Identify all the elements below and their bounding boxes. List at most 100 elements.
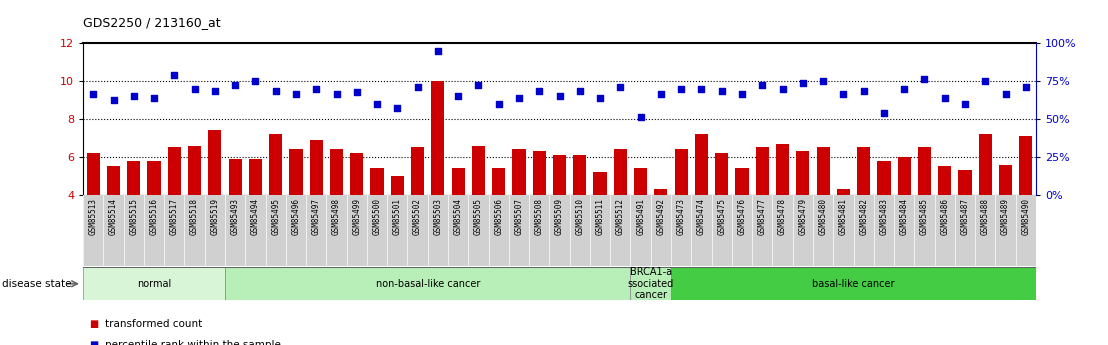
Bar <box>391 176 404 271</box>
Point <box>145 95 163 101</box>
Bar <box>269 134 283 271</box>
Text: GSM85491: GSM85491 <box>636 198 645 235</box>
Text: GSM85512: GSM85512 <box>616 198 625 235</box>
Text: GSM85493: GSM85493 <box>230 198 239 235</box>
Text: GSM85503: GSM85503 <box>433 198 442 235</box>
Text: GSM85490: GSM85490 <box>1022 198 1030 235</box>
Bar <box>330 149 343 271</box>
Point <box>450 93 468 99</box>
Text: GSM85499: GSM85499 <box>352 198 361 235</box>
Text: GSM85514: GSM85514 <box>109 198 119 235</box>
Bar <box>817 148 830 271</box>
Text: GSM85487: GSM85487 <box>961 198 970 235</box>
Point <box>368 101 386 107</box>
Text: GSM85476: GSM85476 <box>738 198 747 235</box>
Bar <box>188 146 202 271</box>
Point <box>773 86 791 91</box>
Bar <box>533 151 546 271</box>
Bar <box>167 148 181 271</box>
Point <box>510 95 527 101</box>
Point <box>206 88 224 93</box>
Text: GSM85483: GSM85483 <box>880 198 889 235</box>
Point <box>997 91 1015 97</box>
Point <box>632 115 649 120</box>
Point <box>104 97 122 103</box>
Point <box>267 88 285 93</box>
Point <box>307 86 325 91</box>
Bar <box>878 161 891 271</box>
Bar <box>776 144 789 271</box>
Point <box>247 78 265 84</box>
Text: GSM85507: GSM85507 <box>514 198 523 235</box>
Text: GSM85474: GSM85474 <box>697 198 706 235</box>
Text: GSM85498: GSM85498 <box>332 198 341 235</box>
Point <box>673 86 690 91</box>
Text: GSM85485: GSM85485 <box>920 198 929 235</box>
Point <box>976 78 994 84</box>
Text: GSM85509: GSM85509 <box>555 198 564 235</box>
Bar <box>289 149 302 271</box>
Bar <box>917 148 931 271</box>
Bar <box>350 153 363 271</box>
Text: GSM85500: GSM85500 <box>372 198 381 235</box>
Bar <box>614 149 627 271</box>
Text: basal-like cancer: basal-like cancer <box>812 279 895 289</box>
Text: GSM85519: GSM85519 <box>211 198 219 235</box>
Text: GSM85480: GSM85480 <box>819 198 828 235</box>
Text: GSM85475: GSM85475 <box>717 198 726 235</box>
Point <box>712 88 730 93</box>
Text: GSM85489: GSM85489 <box>1001 198 1010 235</box>
Point <box>936 95 954 101</box>
Point <box>490 101 507 107</box>
Point <box>753 82 771 88</box>
Bar <box>958 170 972 271</box>
Bar <box>999 165 1013 271</box>
Text: GSM85504: GSM85504 <box>453 198 463 235</box>
Text: GSM85488: GSM85488 <box>981 198 989 235</box>
Point <box>854 88 872 93</box>
Text: non-basal-like cancer: non-basal-like cancer <box>376 279 480 289</box>
Text: GSM85473: GSM85473 <box>677 198 686 235</box>
Bar <box>411 148 424 271</box>
Bar <box>452 168 464 271</box>
Point <box>409 84 427 90</box>
Bar <box>756 148 769 271</box>
Point <box>186 86 204 91</box>
Text: GSM85494: GSM85494 <box>250 198 260 235</box>
Bar <box>208 130 222 271</box>
Bar <box>431 81 444 271</box>
Point <box>875 110 893 116</box>
Point <box>692 86 710 91</box>
FancyBboxPatch shape <box>630 267 671 300</box>
Bar <box>309 140 322 271</box>
FancyBboxPatch shape <box>83 267 225 300</box>
Bar <box>512 149 525 271</box>
FancyBboxPatch shape <box>225 267 630 300</box>
Point <box>348 90 366 95</box>
Point <box>84 91 102 97</box>
Point <box>794 80 812 86</box>
Point <box>612 84 629 90</box>
Text: GSM85510: GSM85510 <box>575 198 584 235</box>
FancyBboxPatch shape <box>671 267 1036 300</box>
Point <box>429 48 447 53</box>
Point <box>895 86 913 91</box>
Bar <box>370 168 383 271</box>
Bar <box>858 148 870 271</box>
Text: GSM85492: GSM85492 <box>656 198 666 235</box>
Bar <box>228 159 242 271</box>
Text: GSM85501: GSM85501 <box>393 198 402 235</box>
Text: GSM85477: GSM85477 <box>758 198 767 235</box>
Point <box>165 72 183 78</box>
Bar <box>634 168 647 271</box>
Point <box>956 101 974 107</box>
Text: GSM85478: GSM85478 <box>778 198 787 235</box>
Point <box>915 77 933 82</box>
Bar <box>675 149 688 271</box>
Bar <box>127 161 141 271</box>
Text: GSM85513: GSM85513 <box>89 198 98 235</box>
Bar <box>736 168 749 271</box>
Bar <box>492 168 505 271</box>
Text: normal: normal <box>137 279 171 289</box>
Text: disease state: disease state <box>2 279 72 289</box>
